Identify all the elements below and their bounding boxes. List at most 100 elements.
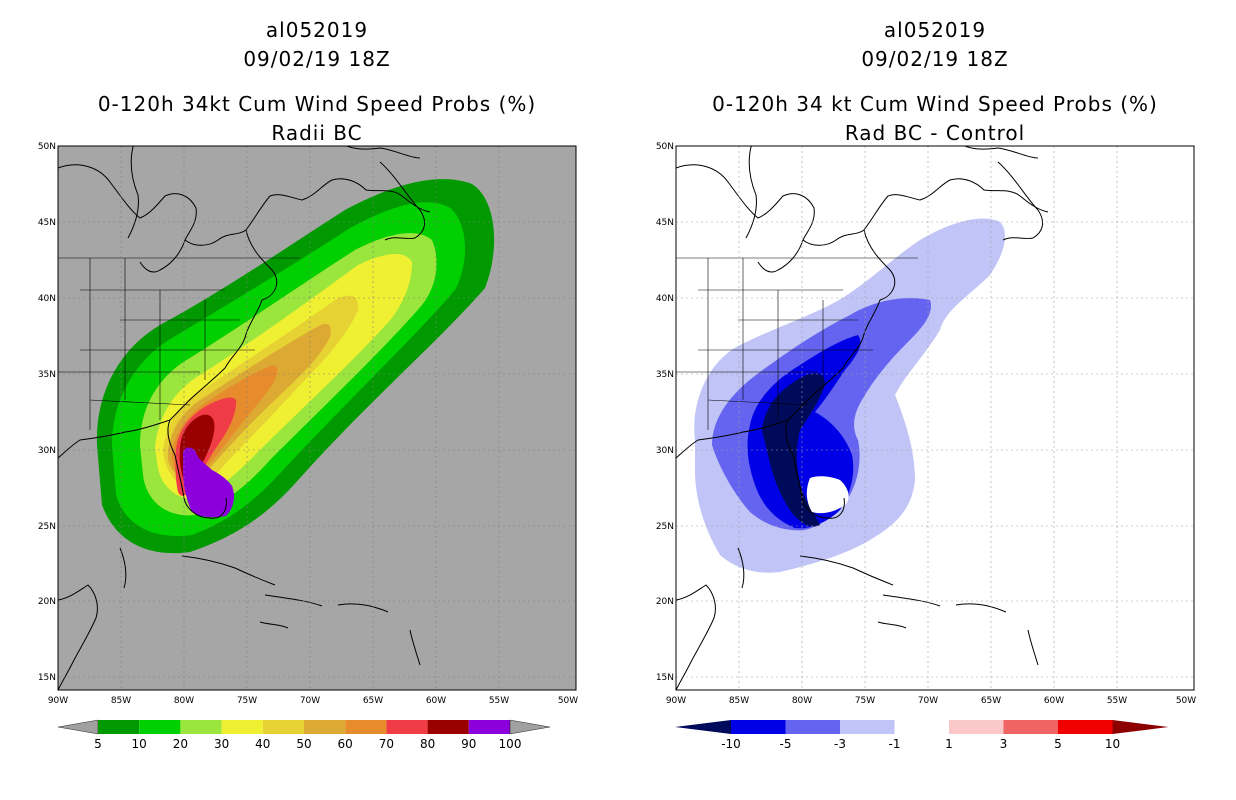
left-probability-field <box>96 179 495 554</box>
left-colorbar-cell <box>139 720 181 734</box>
right-map-frame <box>675 145 1195 691</box>
left-lat-label: 40N <box>38 294 56 304</box>
left-colorbar-cell <box>386 720 428 734</box>
right-colorbar-cell <box>731 720 786 734</box>
right-colorbar-cell <box>1058 720 1113 734</box>
right-lon-label: 80W <box>792 696 812 706</box>
right-lon-label: 55W <box>1107 696 1127 706</box>
left-colorbar-label: 100 <box>499 737 522 751</box>
left-lat-label: 35N <box>38 370 56 380</box>
left-storm-id: al052019 <box>265 18 369 42</box>
left-band-90 <box>183 447 234 518</box>
right-colorbar-label: 3 <box>1000 737 1008 751</box>
right-lat-label: 15N <box>656 673 674 683</box>
left-title-block: al052019 09/02/19 18Z 0-120h 34kt Cum Wi… <box>58 16 576 148</box>
left-colorbar-label: 30 <box>214 737 229 751</box>
right-lat-label: 40N <box>656 294 674 304</box>
left-lat-labels: 50N 45N 40N 35N 30N 25N 20N 15N <box>38 142 56 683</box>
right-gridlines <box>676 146 1194 690</box>
left-lat-label: 15N <box>38 673 56 683</box>
left-colorbar-label: 10 <box>132 737 147 751</box>
left-colorbar-cell <box>180 720 222 734</box>
right-colorbar-label: 1 <box>945 737 953 751</box>
left-datetime: 09/02/19 18Z <box>243 47 391 71</box>
right-colorbar-label: 10 <box>1105 737 1120 751</box>
left-lat-label: 50N <box>38 142 56 152</box>
left-colorbar-cell <box>468 720 510 734</box>
left-colorbar-cell <box>427 720 469 734</box>
left-lon-label: 85W <box>111 696 131 706</box>
right-lon-label: 65W <box>981 696 1001 706</box>
right-colorbar-label: -10 <box>721 737 741 751</box>
left-lon-label: 80W <box>174 696 194 706</box>
left-colorbar-label: 80 <box>420 737 435 751</box>
right-lon-label: 50W <box>1176 696 1196 706</box>
left-colorbar-high-arrow <box>509 719 551 735</box>
left-colorbar-cell <box>221 720 263 734</box>
right-colorbar-label: 5 <box>1054 737 1062 751</box>
right-lon-label: 60W <box>1044 696 1064 706</box>
left-colorbar-label: 70 <box>379 737 394 751</box>
right-storm-id: al052019 <box>883 18 987 42</box>
right-difference-field <box>694 218 1006 573</box>
right-lat-label: 45N <box>656 218 674 228</box>
right-map: 50N 45N 40N 35N 30N 25N 20N 15N 90W 85W … <box>656 142 1196 706</box>
right-political-borders <box>676 257 918 430</box>
left-colorbar-cell <box>262 720 304 734</box>
right-lat-label: 50N <box>656 142 674 152</box>
right-datetime: 09/02/19 18Z <box>861 47 1009 71</box>
left-lat-label: 25N <box>38 522 56 532</box>
right-coastlines <box>676 146 1049 690</box>
left-colorbar-label: 40 <box>255 737 270 751</box>
left-colorbar-label: 5 <box>94 737 102 751</box>
right-lon-label: 85W <box>729 696 749 706</box>
left-lat-label: 45N <box>38 218 56 228</box>
right-colorbar-cell <box>785 720 840 734</box>
right-band-white <box>806 476 849 514</box>
left-product-title: 0-120h 34kt Cum Wind Speed Probs (%) <box>97 92 537 116</box>
left-lon-labels: 90W 85W 80W 75W 70W 65W 60W 55W 50W <box>48 696 578 706</box>
right-colorbar-cell <box>1003 720 1058 734</box>
right-subtitle: Rad BC - Control <box>844 121 1026 145</box>
left-colorbar-label: 60 <box>338 737 353 751</box>
left-coastlines <box>58 146 431 690</box>
left-colorbar-cell <box>345 720 387 734</box>
left-colorbar-label: 50 <box>296 737 311 751</box>
left-colorbar-cell <box>98 720 140 734</box>
left-lat-label: 30N <box>38 446 56 456</box>
right-colorbar-low-arrow <box>675 720 731 734</box>
right-colorbar-high-arrow <box>1112 720 1169 734</box>
left-gridlines <box>58 146 576 690</box>
right-title-block: al052019 09/02/19 18Z 0-120h 34 kt Cum W… <box>676 16 1194 148</box>
right-colorbar-label: -3 <box>834 737 846 751</box>
right-colorbar-cell <box>894 720 949 734</box>
left-lon-label: 90W <box>48 696 68 706</box>
left-lat-label: 20N <box>38 597 56 607</box>
left-subtitle: Radii BC <box>271 121 363 145</box>
right-colorbar-label: -1 <box>889 737 901 751</box>
right-lon-label: 75W <box>855 696 875 706</box>
left-lon-label: 65W <box>363 696 383 706</box>
right-colorbar: -10 -5 -3 -1 1 3 5 10 <box>675 720 1169 751</box>
left-lon-label: 55W <box>489 696 509 706</box>
right-lat-label: 20N <box>656 597 674 607</box>
right-lat-label: 35N <box>656 370 674 380</box>
left-lon-label: 70W <box>300 696 320 706</box>
left-colorbar-label: 90 <box>461 737 476 751</box>
left-colorbar-label: 20 <box>173 737 188 751</box>
right-lat-labels: 50N 45N 40N 35N 30N 25N 20N 15N <box>656 142 674 683</box>
right-colorbar-cell <box>840 720 895 734</box>
left-lon-label: 60W <box>426 696 446 706</box>
right-lat-label: 30N <box>656 446 674 456</box>
left-political-borders <box>58 257 300 430</box>
right-lon-label: 70W <box>918 696 938 706</box>
right-lon-labels: 90W 85W 80W 75W 70W 65W 60W 55W 50W <box>666 696 1196 706</box>
right-product-title: 0-120h 34 kt Cum Wind Speed Probs (%) <box>712 92 1158 116</box>
right-lat-label: 25N <box>656 522 674 532</box>
left-colorbar-low-arrow <box>57 719 99 735</box>
left-map: 50N 45N 40N 35N 30N 25N 20N 15N 90W 85W … <box>38 142 578 706</box>
right-colorbar-label: -5 <box>780 737 792 751</box>
left-colorbar-cell <box>304 720 346 734</box>
right-lon-label: 90W <box>666 696 686 706</box>
